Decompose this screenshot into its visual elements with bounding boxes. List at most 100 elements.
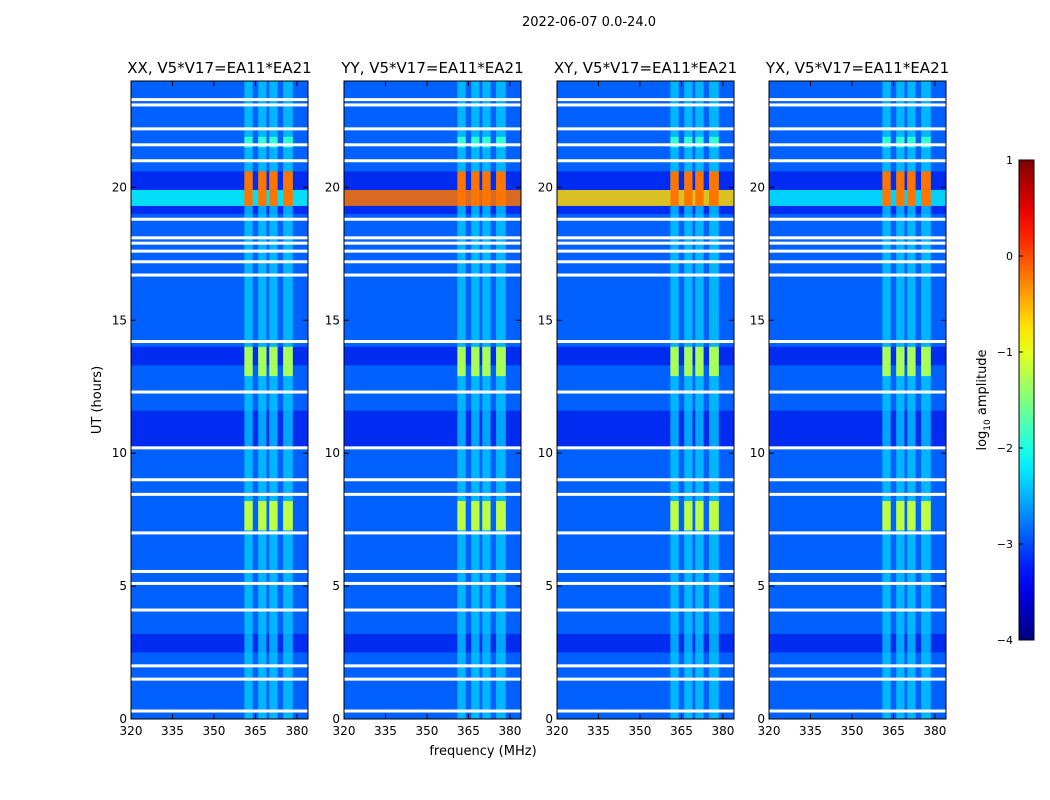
rfi-channel xyxy=(670,81,679,719)
low-amplitude-band xyxy=(131,346,308,366)
flagged-row xyxy=(131,581,308,585)
low-amplitude-band xyxy=(557,633,734,653)
flagged-row xyxy=(557,492,734,496)
flagged-row xyxy=(344,390,521,394)
rfi-block xyxy=(670,501,679,531)
rfi-block xyxy=(709,501,719,531)
x-tick-label: 365 xyxy=(244,724,267,738)
y-tick-label: 10 xyxy=(112,446,127,460)
flagged-row xyxy=(344,531,521,535)
flagged-row xyxy=(131,217,308,221)
flagged-row xyxy=(557,390,734,394)
rfi-block xyxy=(882,136,891,148)
x-tick-label: 380 xyxy=(923,724,946,738)
flagged-row xyxy=(344,569,521,573)
flagged-row xyxy=(344,217,521,221)
flagged-row xyxy=(344,127,521,131)
flagged-row xyxy=(557,273,734,277)
rfi-channel xyxy=(269,81,278,719)
flagged-row xyxy=(131,478,308,482)
rfi-block xyxy=(482,501,491,531)
flagged-row xyxy=(769,492,946,496)
y-tick-label: 15 xyxy=(538,313,553,327)
x-tick-label: 365 xyxy=(882,724,905,738)
rfi-block xyxy=(457,136,466,148)
flagged-row xyxy=(131,664,308,668)
flagged-row xyxy=(131,98,308,102)
x-tick-label: 365 xyxy=(457,724,480,738)
rfi-block xyxy=(684,171,693,206)
flagged-row xyxy=(557,677,734,681)
rfi-block xyxy=(896,346,905,377)
low-amplitude-band xyxy=(131,633,308,653)
low-amplitude-band xyxy=(344,633,521,653)
y-tick-label: 0 xyxy=(332,712,340,726)
flagged-row xyxy=(131,569,308,573)
rfi-block xyxy=(907,136,916,148)
flagged-row xyxy=(131,260,308,264)
panel-frame xyxy=(343,80,522,720)
panel-title: YY, V5*V17=EA11*EA21 xyxy=(340,59,523,77)
flagged-row xyxy=(557,217,734,221)
rfi-block xyxy=(496,136,506,148)
y-tick-label: 5 xyxy=(545,579,553,593)
y-tick-label: 0 xyxy=(545,712,553,726)
flagged-row xyxy=(557,569,734,573)
broadband-burst xyxy=(131,189,308,206)
flagged-row xyxy=(769,581,946,585)
colorbar-gradient xyxy=(1018,159,1035,641)
flagged-row xyxy=(131,709,308,713)
rfi-channel xyxy=(244,81,253,719)
x-tick-label: 335 xyxy=(161,724,184,738)
y-tick-label: 15 xyxy=(325,313,340,327)
rfi-block xyxy=(896,171,905,206)
flagged-row xyxy=(131,273,308,277)
flagged-row xyxy=(557,531,734,535)
heatmap-xy xyxy=(557,81,734,719)
rfi-channel xyxy=(695,81,704,719)
low-amplitude-band xyxy=(769,346,946,366)
flagged-row xyxy=(344,273,521,277)
rfi-block xyxy=(269,171,278,206)
low-amplitude-band xyxy=(769,410,946,448)
flagged-row xyxy=(769,159,946,163)
low-amplitude-band xyxy=(131,410,308,448)
rfi-block xyxy=(695,346,704,377)
rfi-block xyxy=(921,136,931,148)
rfi-block xyxy=(709,346,719,377)
flagged-row xyxy=(557,664,734,668)
x-tick-label: 335 xyxy=(587,724,610,738)
y-tick-label: 20 xyxy=(538,180,553,194)
y-axis-label: UT (hours) xyxy=(90,366,105,434)
flagged-row xyxy=(344,340,521,344)
flagged-row xyxy=(769,390,946,394)
rfi-block xyxy=(283,171,293,206)
y-tick-label: 20 xyxy=(325,180,340,194)
flagged-row xyxy=(769,446,946,450)
colorbar-tick-label: 1 xyxy=(1006,154,1013,167)
flagged-row xyxy=(131,340,308,344)
y-tick-label: 0 xyxy=(119,712,127,726)
flagged-row xyxy=(557,98,734,102)
rfi-block xyxy=(896,136,905,148)
y-tick-label: 15 xyxy=(112,313,127,327)
flagged-row xyxy=(344,103,521,107)
flagged-row xyxy=(344,492,521,496)
flagged-row xyxy=(769,709,946,713)
flagged-row xyxy=(769,608,946,612)
flagged-row xyxy=(769,249,946,253)
flagged-row xyxy=(769,217,946,221)
broadband-burst xyxy=(557,189,734,206)
panel-frame xyxy=(556,80,735,720)
rfi-block xyxy=(896,501,905,531)
y-tick-label: 20 xyxy=(750,180,765,194)
flagged-row xyxy=(769,340,946,344)
heatmap-yy xyxy=(344,81,521,719)
flagged-row xyxy=(557,478,734,482)
flagged-row xyxy=(557,581,734,585)
flagged-row xyxy=(769,260,946,264)
low-amplitude-band xyxy=(344,346,521,366)
rfi-block xyxy=(670,171,679,206)
flagged-row xyxy=(344,478,521,482)
